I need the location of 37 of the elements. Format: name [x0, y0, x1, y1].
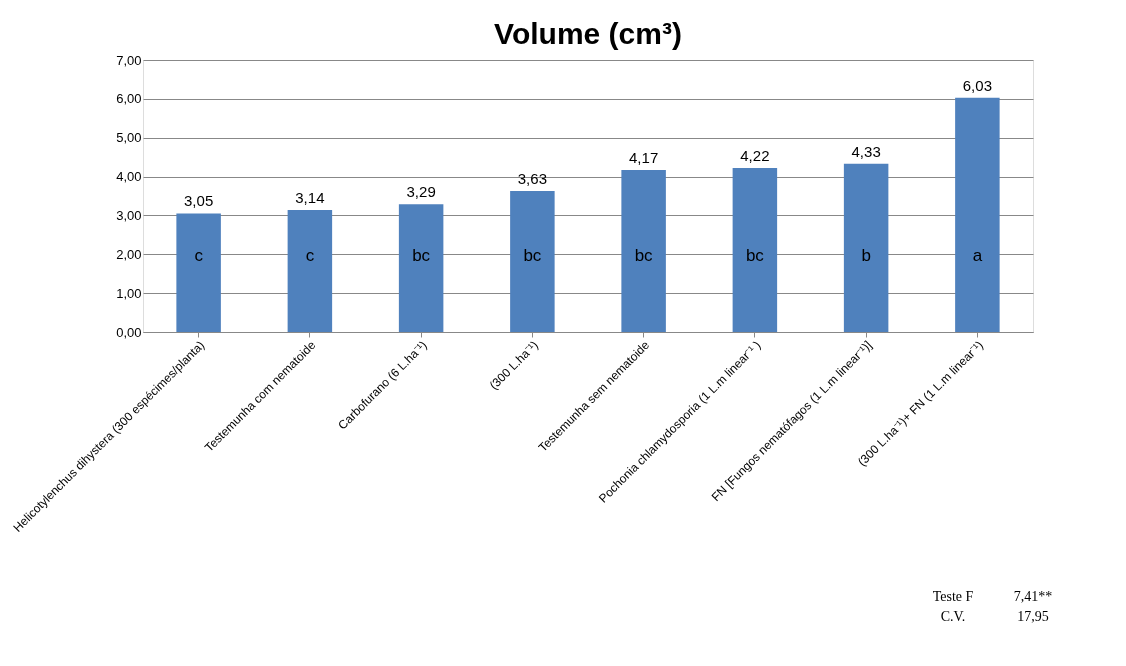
y-tick-label: 4,00 [116, 169, 142, 185]
data-label: 4,22 [740, 147, 770, 165]
bar [287, 209, 333, 332]
text: Teste F [932, 589, 974, 604]
data-label: 6,03 [962, 76, 992, 94]
annotation: bc [523, 245, 542, 265]
chart-title: Volume (cm³) [494, 17, 682, 50]
bar [955, 97, 1000, 332]
text: 17,95 [1017, 609, 1049, 624]
annotation: bc [634, 245, 654, 265]
bar [621, 169, 666, 332]
text: 7,41** [1013, 589, 1053, 604]
annotation: b [861, 245, 871, 265]
y-tick-label: 1,00 [116, 285, 142, 301]
y-tick-label: 6,00 [116, 91, 142, 107]
annotation: c [194, 245, 204, 265]
annotation: bc [745, 245, 765, 265]
y-tick-label: 5,00 [116, 130, 142, 146]
bar [732, 168, 778, 332]
bar [398, 204, 444, 332]
data-label: 4,33 [851, 142, 881, 160]
bar [176, 213, 221, 332]
y-tick-label: 7,00 [116, 52, 142, 68]
data-label: 3,63 [517, 169, 547, 187]
text: C.V. [940, 609, 966, 624]
data-label: 3,05 [184, 192, 214, 210]
data-label: 4,17 [629, 148, 659, 166]
annotation: bc [412, 245, 431, 265]
data-label: 3,29 [406, 183, 436, 201]
annotation: c [305, 245, 315, 265]
data-label: 3,14 [295, 188, 325, 206]
bar [510, 190, 555, 332]
bar [843, 163, 889, 332]
y-tick-label: 0,00 [116, 324, 142, 340]
y-tick-label: 3,00 [116, 207, 142, 223]
annotation: a [972, 245, 983, 265]
y-tick-label: 2,00 [116, 246, 142, 262]
